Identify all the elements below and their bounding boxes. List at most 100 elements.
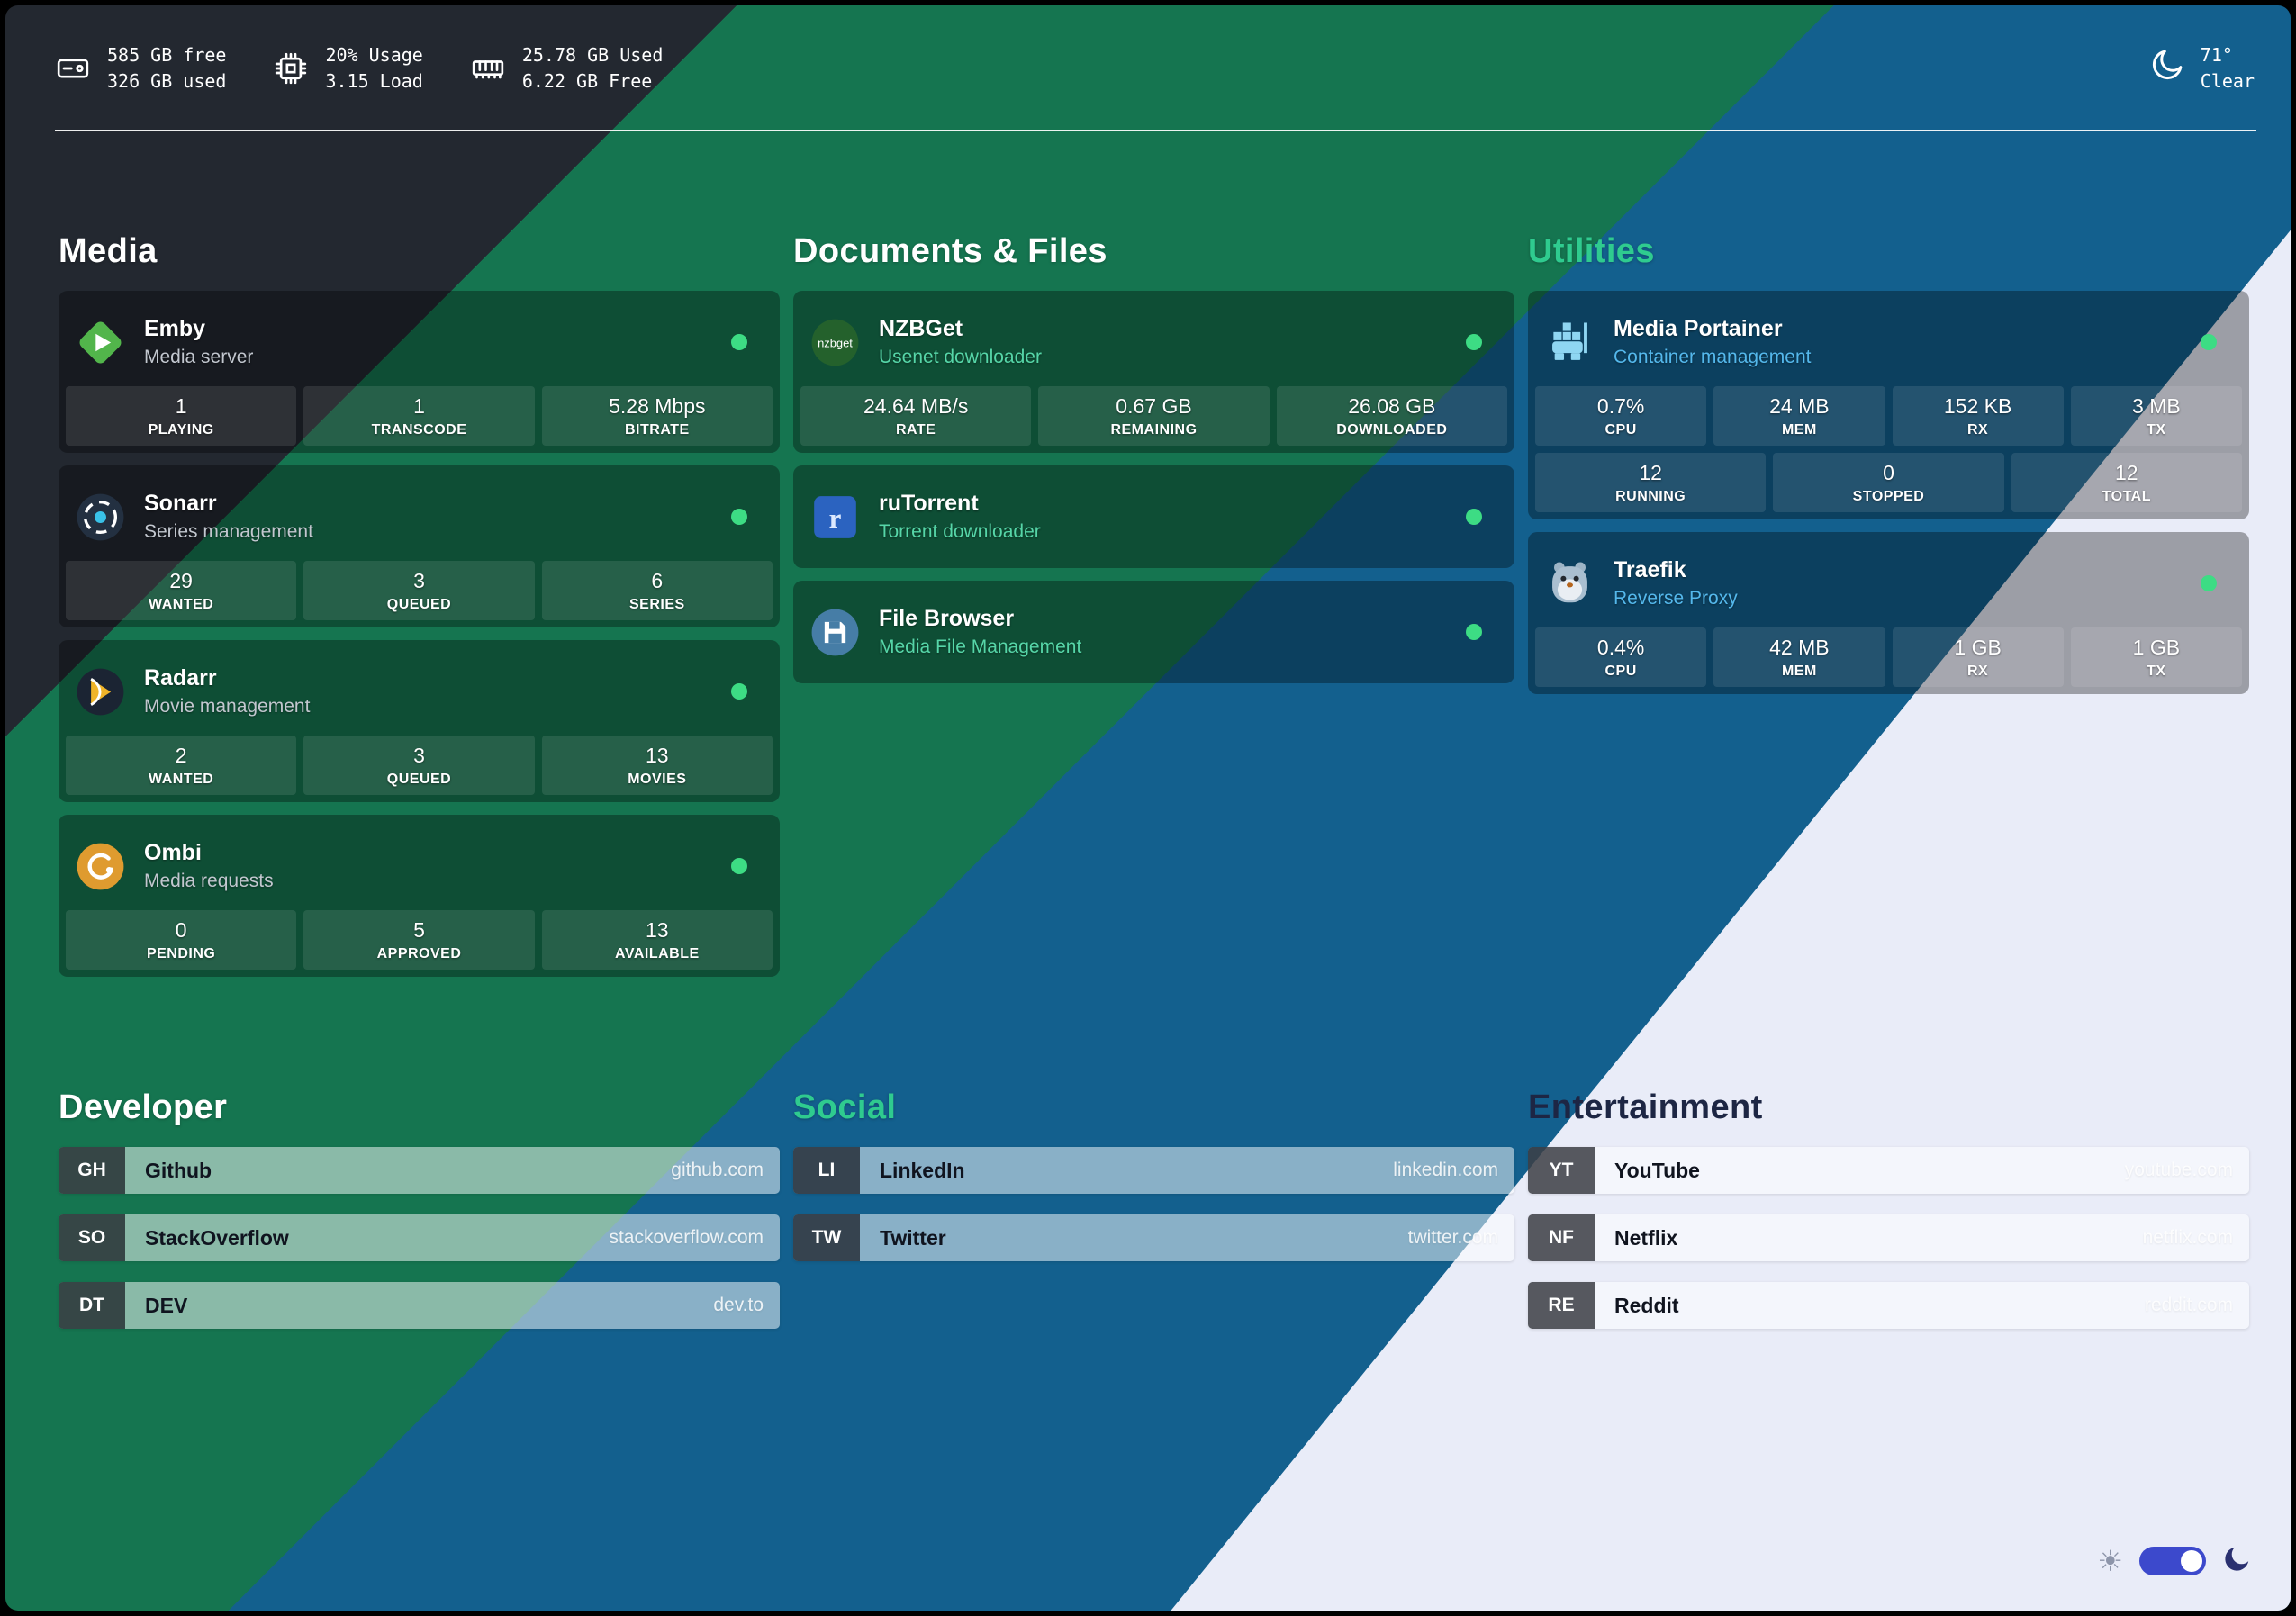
app-card-traefik[interactable]: Traefik Reverse Proxy 0.4% CPU 42 MB MEM 1… [1528,532,2249,694]
stat-value: 1 [175,394,187,418]
emby-icon [75,317,126,368]
stat-label: TX [2147,664,2166,679]
stat: 13 MOVIES [541,736,773,795]
stat-label: SERIES [628,597,685,612]
app-name: Radarr [144,665,217,691]
stat-value: 1 GB [1954,636,2002,659]
stat-label: AVAILABLE [614,946,700,961]
stat-label: BITRATE [625,422,690,438]
topbar: 585 GB free 326 GB used 20% Usage 3.15 L… [5,5,2291,112]
link-row-reddit[interactable]: RE Reddit reddit.com [1528,1282,2249,1329]
status-dot [731,858,747,874]
stat-value: 0 [175,918,187,942]
weather-widget: 71° Clear [2148,42,2255,95]
link-url: dev.to [713,1295,764,1315]
cpu-usage: 20% Usage 3.15 Load [273,42,423,95]
link-row-stackoverflow[interactable]: SO StackOverflow stackoverflow.com [59,1214,780,1261]
stat-value: 152 KB [1943,394,2012,418]
stat-label: MEM [1781,422,1817,438]
link-row-dev[interactable]: DT DEV dev.to [59,1282,780,1329]
stat-value: 5.28 Mbps [609,394,706,418]
stat-label: QUEUED [386,597,452,612]
link-url: stackoverflow.com [609,1227,764,1248]
stat-label: REMAINING [1110,422,1198,438]
stat-value: 12 [2115,461,2138,484]
app-name: File Browser [879,606,1015,631]
section-developer: Developer GH Github github.com SO StackO… [59,1088,780,1350]
section-media: Media Emby Media server [59,232,780,989]
app-card-filebrowser[interactable]: File Browser Media File Management [793,581,1514,683]
link-url: github.com [671,1160,764,1180]
sun-icon: ☀ [2097,1543,2123,1578]
cpu-icon [273,50,309,86]
stat-label: MEM [1781,664,1817,679]
app-subtitle: Usenet downloader [879,347,1042,367]
app-card-radarr[interactable]: Radarr Movie management 2 WANTED 3 QUEUED … [59,640,780,802]
stat: 5.28 Mbps BITRATE [541,386,773,446]
section-social: Social LI LinkedIn linkedin.com TW Twitt… [793,1088,1514,1350]
link-name: Reddit [1614,1293,1679,1317]
app-stats: 2 WANTED 3 QUEUED 13 MOVIES [66,736,773,795]
link-url: reddit.com [2144,1295,2233,1315]
dashboard-page: 585 GB free 326 GB used 20% Usage 3.15 L… [5,5,2291,1611]
theme-switch[interactable] [2139,1546,2206,1575]
moon-icon [2222,1543,2253,1578]
app-card-emby[interactable]: Emby Media server 1 PLAYING 1 TRANSCODE 5.… [59,291,780,453]
stat: 2 WANTED [66,736,297,795]
memory-free: 6.22 GB Free [521,70,653,92]
stat: 29 WANTED [66,561,297,620]
stat-value: 6 [651,569,664,592]
app-card-sonarr[interactable]: Sonarr Series management 29 WANTED 3 QUEUE… [59,465,780,627]
app-card-portainer[interactable]: Media Portainer Container management 0.7… [1528,291,2249,519]
section-documents-files: Documents & Files nzbget NZBGet Usenet d… [793,232,1514,989]
nzbget-icon: nzbget [809,317,861,368]
link-tag: LI [793,1147,860,1194]
app-card-nzbget[interactable]: nzbget NZBGet Usenet downloader 24.64 MB… [793,291,1514,453]
app-stats: 0.4% CPU 42 MB MEM 1 GB RX 1 GB TX [1535,627,2242,687]
stat-value: 24 MB [1769,394,1830,418]
app-name: Ombi [144,840,202,865]
disk-icon [55,50,91,86]
stat-value: 0.7% [1596,394,1645,418]
link-row-github[interactable]: GH Github github.com [59,1147,780,1194]
section-title: Media [59,232,158,270]
weather-moon-icon [2148,46,2186,91]
stat: 0 PENDING [66,910,297,970]
stat-label: RX [1967,664,1989,679]
stat-label: TRANSCODE [371,422,467,438]
stat-label: WANTED [149,772,214,787]
link-url: netflix.com [2142,1227,2233,1248]
cpu-load: 3.15 Load [325,70,423,92]
stat: 5 APPROVED [303,910,535,970]
section-title: Entertainment [1528,1088,1763,1126]
stat: 0.7% CPU [1535,386,1707,446]
status-dot [731,334,747,350]
sonarr-icon [75,492,126,543]
stat-value: 24.64 MB/s [863,394,969,418]
stat-value: 3 [413,744,425,767]
app-card-ombi[interactable]: Ombi Media requests 0 PENDING 5 APPROVED 1… [59,815,780,977]
link-row-twitter[interactable]: TW Twitter twitter.com [793,1214,1514,1261]
stat-label: RATE [895,422,936,438]
memory-used: 25.78 GB Used [521,44,664,66]
svg-text:nzbget: nzbget [818,336,853,349]
app-stats: 1 PLAYING 1 TRANSCODE 5.28 Mbps BITRATE [66,386,773,446]
link-tag: NF [1528,1214,1595,1261]
stat: 3 MB TX [2070,386,2242,446]
link-tag: YT [1528,1147,1595,1194]
stat: 26.08 GB DOWNLOADED [1276,386,1507,446]
link-row-linkedin[interactable]: LI LinkedIn linkedin.com [793,1147,1514,1194]
app-card-rutorrent[interactable]: r ruTorrent Torrent downloader [793,465,1514,568]
link-row-netflix[interactable]: NF Netflix netflix.com [1528,1214,2249,1261]
section-title: Utilities [1528,232,1655,270]
stat-value: 0.67 GB [1116,394,1192,418]
app-stats: 0.7% CPU 24 MB MEM 152 KB RX 3 MB TX [1535,386,2242,446]
link-tag: TW [793,1214,860,1261]
portainer-icon [1544,317,1595,368]
link-name: Github [145,1158,212,1182]
section-title: Developer [59,1088,228,1126]
disk-usage: 585 GB free 326 GB used [55,42,226,95]
weather-temperature: 71° [2200,44,2233,66]
stat-value: 3 [413,569,425,592]
link-row-youtube[interactable]: YT YouTube youtube.com [1528,1147,2249,1194]
